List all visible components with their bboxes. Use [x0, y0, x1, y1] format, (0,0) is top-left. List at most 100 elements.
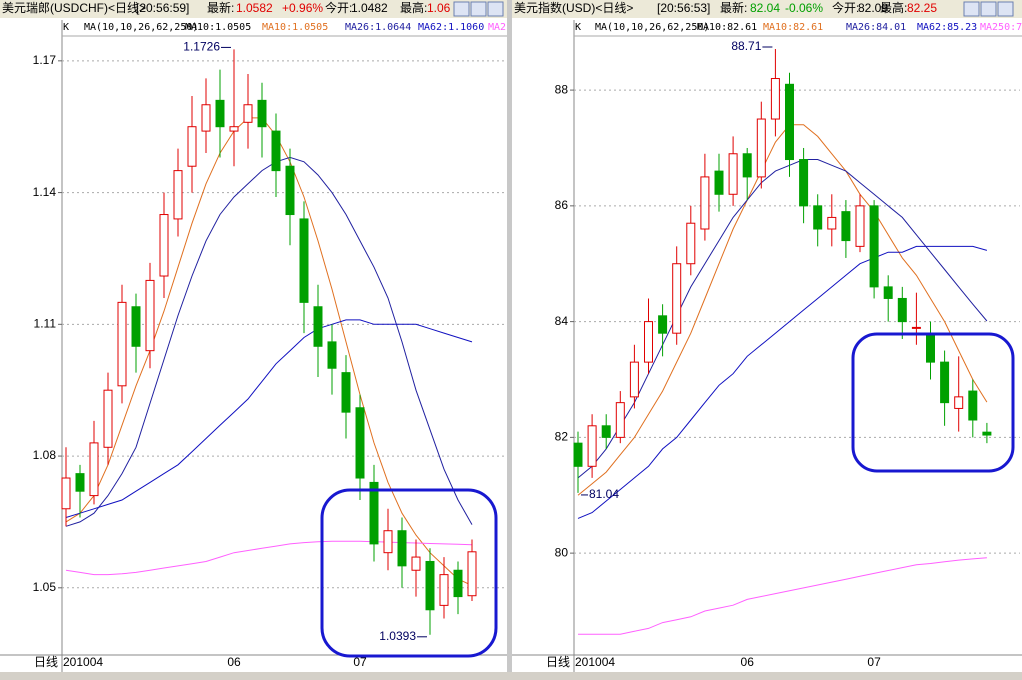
info-ma-summary: MA10:1.0505 — [185, 22, 251, 33]
candle-body — [615, 402, 625, 438]
panel-divider — [507, 0, 512, 680]
candle-body — [243, 104, 253, 123]
candle-body — [355, 407, 365, 479]
info-ma-params: MA(10,10,26,62,250) — [595, 22, 709, 33]
highlight-box — [320, 488, 498, 658]
header-high-label: 最高: — [400, 0, 427, 15]
candle-body — [897, 297, 907, 323]
candle-body — [285, 165, 295, 216]
candle-body — [145, 279, 155, 352]
legend-entry: MA26:84.01 — [846, 22, 906, 33]
candle-body — [327, 341, 337, 369]
candle-body — [439, 574, 449, 606]
y-tick-label: 1.14 — [33, 185, 57, 199]
header-bar — [0, 0, 507, 18]
highlight-box — [851, 332, 1015, 473]
header-latest-label: 最新: — [207, 0, 234, 15]
legend-entry: MA10:82.61 — [763, 22, 823, 33]
candle-body — [700, 176, 710, 230]
candle-body — [159, 214, 169, 277]
candle-body — [911, 326, 921, 329]
window-button — [997, 1, 1014, 17]
candle-body — [869, 205, 879, 288]
candle-body — [883, 286, 893, 299]
y-tick-label: 1.05 — [33, 580, 57, 594]
candle-body — [742, 153, 752, 178]
candle-body — [686, 222, 696, 265]
header-open-label: 今开: — [832, 0, 859, 15]
candle-body — [926, 332, 935, 363]
x-tick-label: 07 — [867, 655, 881, 669]
candle-body — [813, 205, 823, 230]
window-button — [963, 1, 980, 17]
candle-body — [629, 361, 639, 398]
ma-line — [65, 319, 473, 518]
min-label: 1.0393 — [379, 629, 416, 643]
candle-body — [658, 315, 668, 334]
header-open-label: 今开: — [325, 0, 352, 15]
candle-body — [855, 205, 865, 247]
header-high-label: 最高: — [880, 0, 907, 15]
candle-body — [313, 306, 323, 347]
ma-line — [577, 124, 988, 496]
y-tick-label: 1.11 — [34, 316, 57, 330]
header-latest: 82.04 — [750, 1, 780, 15]
legend-entry: MA10:1.0505 — [262, 22, 328, 33]
candle-body — [672, 263, 682, 334]
candle-body — [453, 569, 463, 598]
candle-body — [573, 442, 583, 467]
candle-body — [425, 560, 435, 611]
ma-line — [577, 245, 988, 519]
candle-body — [841, 211, 851, 242]
header: 美元瑞郎(USDCHF)<日线>[20:56:59] 最新: 1.0582 +0.96… — [2, 0, 451, 15]
y-tick-label: 82 — [555, 430, 569, 444]
legend-entry: MA62:85.23 — [917, 22, 977, 33]
header-title: 美元指数(USD)<日线> — [514, 0, 633, 15]
header-open-today: 1.0482 — [351, 1, 388, 15]
header-open-today: 82.09 — [858, 1, 888, 15]
x-tick-label: 201004 — [575, 655, 615, 669]
header-time: [20:56:53] — [657, 1, 710, 15]
candle-body — [229, 126, 239, 132]
candle-body — [714, 170, 724, 195]
window-button — [487, 1, 504, 17]
candle-body — [187, 126, 197, 167]
window-button — [470, 1, 487, 17]
ma-line — [577, 159, 988, 479]
y-tick-label: 86 — [555, 198, 569, 212]
info-ma-params: MA(10,10,26,62,250) — [84, 22, 198, 33]
x-tick-label: 201004 — [63, 655, 103, 669]
y-tick-label: 1.08 — [33, 448, 57, 462]
candle-body — [728, 153, 738, 195]
header-latest: 1.0582 — [236, 1, 273, 15]
x-tick-label: 06 — [741, 655, 755, 669]
y-tick-label: 1.17 — [33, 53, 57, 67]
candle-body — [411, 556, 421, 571]
candle-body — [369, 481, 379, 545]
info-line: K MA(10,10,26,62,250)MA10:82.61 MA10:82.61… — [575, 22, 1022, 33]
candle-body — [89, 442, 99, 497]
candle-body — [954, 396, 964, 409]
candle-body — [61, 477, 71, 510]
header-time: [20:56:59] — [136, 1, 189, 15]
candle-body — [467, 551, 477, 597]
info-indicator: K — [63, 22, 69, 33]
legend-entry: MA62:1.1060 — [418, 22, 484, 33]
max-label: 1.1726 — [183, 40, 220, 54]
header: 美元指数(USD)<日线> [20:56:53] 最新: 82.04 -0.06% 今开:… — [514, 0, 937, 15]
candle-body — [644, 321, 653, 363]
candle-body — [75, 473, 85, 492]
header-high-today: 82.25 — [907, 1, 937, 15]
candle-body — [770, 78, 780, 120]
candle-body — [940, 361, 950, 404]
header-bar — [512, 0, 1022, 18]
header-title: 美元瑞郎(USDCHF)<日线> — [2, 1, 146, 15]
candle-body — [271, 130, 281, 172]
legend-entry: MA250:7 — [980, 22, 1022, 33]
candle-body — [201, 104, 211, 132]
header-change: +0.96% — [282, 1, 323, 15]
candle-body — [103, 389, 113, 448]
info-line: K MA(10,10,26,62,250)MA10:1.0505 MA10:1.05… — [63, 22, 506, 33]
candle-body — [827, 216, 837, 230]
